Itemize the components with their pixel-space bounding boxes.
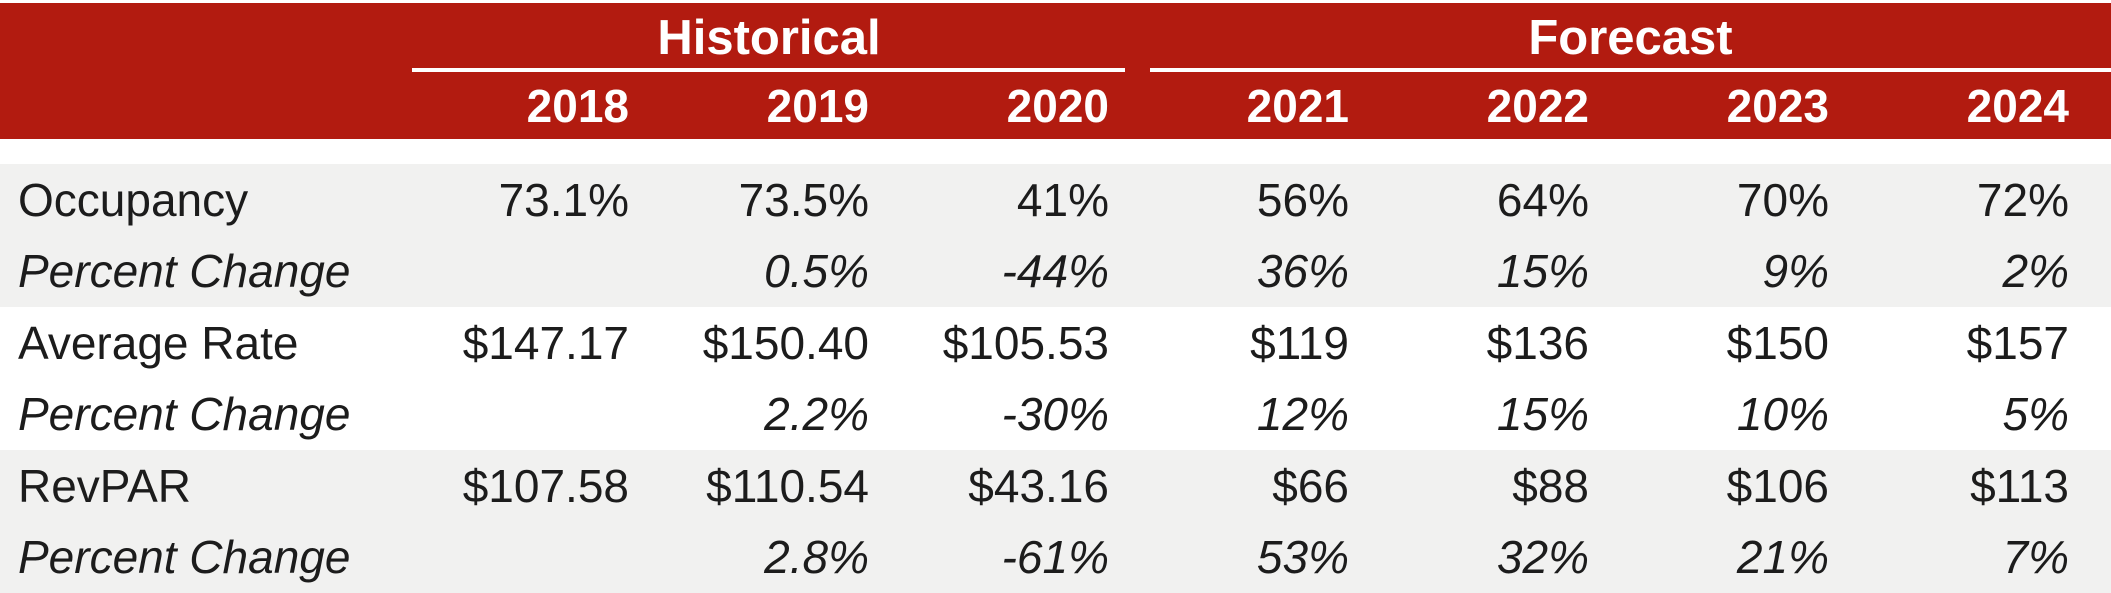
- cell-revpar-2018: $107.58: [462, 459, 629, 512]
- cell-revpar-2021: $66: [1272, 459, 1349, 512]
- cell-occchange-2023: 9%: [1762, 245, 1829, 298]
- cell-aratechange-2021: 12%: [1256, 388, 1349, 441]
- cell-occchange-2021: 36%: [1256, 245, 1349, 298]
- cell-revpar-2019: $110.54: [706, 459, 869, 512]
- table-row-revpar: RevPAR $107.58 $110.54 $43.16 $66 $88 $1…: [0, 450, 2111, 522]
- cell-aratechange-2019: 2.2%: [764, 388, 869, 441]
- cell-occupancy-2019: 73.5%: [738, 173, 869, 226]
- cell-occupancy-2023: 70%: [1736, 173, 1829, 226]
- cell-revparchange-2024: 7%: [2002, 531, 2069, 584]
- cell-avgrate-2021: $119: [1250, 316, 1349, 369]
- year-header-2024: 2024: [1966, 80, 2069, 132]
- row-label: RevPAR: [18, 459, 191, 512]
- row-label: Percent Change: [18, 531, 351, 584]
- historical-underline: [412, 68, 1125, 72]
- cell-occupancy-2018: 73.1%: [498, 173, 629, 226]
- cell-occupancy-2021: 56%: [1256, 173, 1349, 226]
- row-label: Average Rate: [18, 316, 299, 369]
- cell-aratechange-2023: 10%: [1736, 388, 1829, 441]
- table-header-band: Historical Forecast 2018 2019 2020 2021 …: [0, 3, 2111, 139]
- row-label: Occupancy: [18, 173, 249, 226]
- year-header-2023: 2023: [1726, 80, 1829, 132]
- cell-revparchange-2019: 2.8%: [764, 531, 869, 584]
- cell-aratechange-2022: 15%: [1496, 388, 1589, 441]
- table-row-average-rate-change: Percent Change 2.2% -30% 12% 15% 10% 5%: [0, 378, 2111, 450]
- year-header-2018: 2018: [526, 80, 629, 132]
- cell-avgrate-2018: $147.17: [462, 316, 629, 369]
- year-header-2021: 2021: [1246, 80, 1349, 132]
- row-label: Percent Change: [18, 245, 351, 298]
- cell-occupancy-2022: 64%: [1496, 173, 1589, 226]
- cell-occupancy-2020: 41%: [1016, 173, 1109, 226]
- year-header-2019: 2019: [766, 80, 869, 132]
- cell-revpar-2024: $113: [1970, 459, 2069, 512]
- column-group-historical: Historical: [412, 9, 1126, 67]
- cell-revparchange-2021: 53%: [1256, 531, 1349, 584]
- year-header-2022: 2022: [1486, 80, 1589, 132]
- table-row-average-rate: Average Rate $147.17 $150.40 $105.53 $11…: [0, 307, 2111, 379]
- cell-occupancy-2024: 72%: [1976, 173, 2069, 226]
- cell-avgrate-2022: $136: [1486, 316, 1589, 369]
- row-label: Percent Change: [18, 388, 351, 441]
- forecast-underline: [1150, 68, 2111, 72]
- cell-aratechange-2024: 5%: [2002, 388, 2069, 441]
- cell-revparchange-2020: -61%: [1001, 531, 1109, 584]
- table-row-revpar-change: Percent Change 2.8% -61% 53% 32% 21% 7%: [0, 521, 2111, 593]
- cell-occchange-2019: 0.5%: [764, 245, 869, 298]
- column-group-forecast: Forecast: [1150, 9, 2111, 67]
- year-header-row: 2018 2019 2020 2021 2022 2023 2024: [0, 73, 2111, 139]
- cell-revparchange-2023: 21%: [1736, 531, 1829, 584]
- historical-label: Historical: [657, 11, 881, 65]
- table-body: Occupancy 73.1% 73.5% 41% 56% 64% 70% 72…: [0, 164, 2111, 593]
- cell-avgrate-2024: $157: [1966, 316, 2069, 369]
- cell-occchange-2020: -44%: [1001, 245, 1109, 298]
- cell-avgrate-2019: $150.40: [702, 316, 869, 369]
- year-header-2020: 2020: [1006, 80, 1109, 132]
- cell-avgrate-2023: $150: [1726, 316, 1829, 369]
- cell-revparchange-2022: 32%: [1496, 531, 1589, 584]
- cell-avgrate-2020: $105.53: [942, 316, 1109, 369]
- cell-revpar-2023: $106: [1726, 459, 1829, 512]
- table-row-occupancy: Occupancy 73.1% 73.5% 41% 56% 64% 70% 72…: [0, 164, 2111, 236]
- forecast-label: Forecast: [1528, 11, 1733, 65]
- table-row-occupancy-change: Percent Change 0.5% -44% 36% 15% 9% 2%: [0, 235, 2111, 307]
- cell-occchange-2022: 15%: [1496, 245, 1589, 298]
- cell-revpar-2020: $43.16: [968, 459, 1109, 512]
- cell-revpar-2022: $88: [1512, 459, 1589, 512]
- cell-aratechange-2020: -30%: [1001, 388, 1109, 441]
- cell-occchange-2024: 2%: [2002, 245, 2069, 298]
